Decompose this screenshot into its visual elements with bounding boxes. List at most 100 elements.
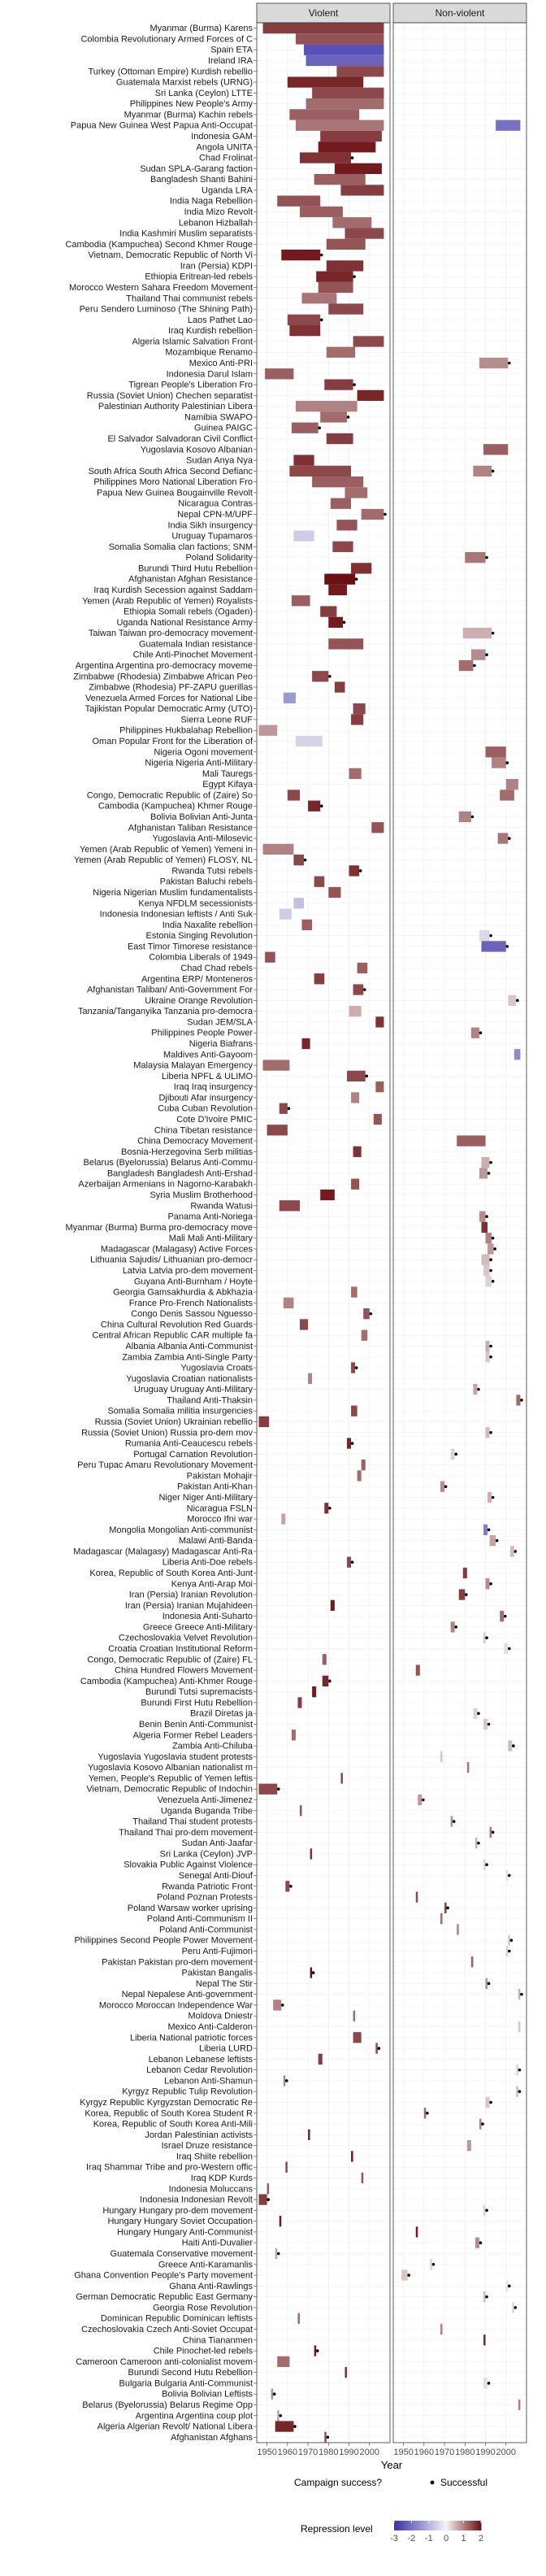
success-dot [384,512,387,516]
row-label: Russia (Soviet Union) Chechen separatist [87,391,253,401]
colorbar-step [479,2521,482,2530]
colorbar-step [405,2521,408,2530]
campaign-bar [418,1794,422,1806]
row-label: Georgia Gamsakhurdia & Abkhazia [113,1288,254,1298]
campaign-bar [462,1567,467,1579]
campaign-bar [289,109,360,120]
campaign-bar [505,1945,509,1957]
success-dot [377,2047,381,2050]
success-dot [303,858,307,862]
row-label: Hungary Hungary Soviet Occupation [107,2217,253,2226]
row-label: Iraq Kurdish rebellion [168,326,253,336]
campaign-bar [470,649,486,660]
colorbar-step [457,2521,460,2530]
row-label: Indonesia Indonesian Revolt [140,2195,253,2205]
campaign-bar [293,530,314,542]
row-label: Vietnam, Democratic Republic of North Vi [88,250,253,260]
campaign-bar [287,76,364,88]
row-label: Philippines Second People Power Movement [74,1936,253,1946]
success-dot [342,620,346,624]
row-label: Nigeria Nigerian Muslim fundamentalists [93,888,253,898]
campaign-bar [283,2075,286,2086]
row-label: Papua New Guinea West Papua Anti-Occupat [71,121,253,131]
colorbar-step [415,2521,418,2530]
campaign-bar [505,2280,509,2291]
colorbar-step [430,2521,432,2530]
colorbar-step [470,2521,473,2530]
success-dot [446,1906,449,1910]
campaign-bar [285,1881,290,1892]
colorbar-step [469,2521,472,2530]
success-dot [477,1387,480,1391]
row-label: Belarus (Byelorussia) Belarus Anti-Commu [84,1158,253,1168]
colorbar-step [441,2521,444,2530]
row-label: Philippines Moro National Liberation Fro [93,477,253,487]
campaign-bar [293,898,305,909]
row-label: Ireland IRA [208,56,254,66]
campaign-bar [361,1329,368,1341]
campaign-bar [357,962,368,974]
row-label: Uruguay Tupamaros [171,532,253,542]
success-dot [285,2079,288,2082]
campaign-bar [423,2108,427,2119]
campaign-bar [458,1589,466,1600]
campaign-bar [344,2367,348,2378]
row-label: Central African Republic CAR multiple fa [93,1331,254,1341]
row-label: India Naga Rebellion [170,197,253,207]
campaign-bar [322,1675,329,1686]
campaign-bar [483,1524,488,1535]
row-label: Jordan Palestinian activists [145,2130,253,2140]
success-dot [518,2068,522,2072]
campaign-bar [277,195,321,207]
row-label: Iran (Persia) Iranian Revolution [129,1590,253,1600]
success-dot [520,1992,523,1996]
row-label: Korea, Republic of South Korea Anti-Mili [93,2120,253,2130]
row-label: Mexico Anti-PRI [189,359,253,368]
row-label: Pakistan Mohajir [187,1471,254,1481]
campaign-bar [483,1718,488,1730]
campaign-bar [293,455,314,466]
row-label: Belarus (Byelorussia) Belarus Regime Opp [82,2400,253,2410]
row-label: Indonesia Darul Islam [167,369,253,379]
campaign-bar [306,54,384,67]
campaign-bar [375,2043,378,2054]
row-label: Dominican Republic Dominican leftists [101,2314,254,2324]
success-dot [491,1236,495,1240]
panel-background-nonviolent [393,23,526,2443]
row-label: Iraq Iraq insurgency [174,1082,254,1092]
row-label: Morocco Ifni war [187,1515,253,1525]
row-label: Russia (Soviet Union) Russia pro-dem mov [81,1428,253,1438]
success-dot [505,945,509,948]
campaign-bar [512,2302,514,2313]
legend-color-title: Repression level [301,2523,373,2535]
campaign-bar [316,271,353,282]
row-label: Philippines New People's Army [130,99,254,109]
x-tick-label: 1950 [257,2448,276,2457]
row-label: Lithuania Sajudis/ Lithuanian pro-democr [90,1255,253,1265]
success-dot [491,631,495,635]
campaign-bar [312,87,384,98]
campaign-bar [295,33,384,45]
campaign-bar [357,1470,362,1482]
campaign-bar [277,2356,290,2367]
campaign-bar [310,1848,313,1860]
row-label: Myanmar (Burma) Kachin rebels [124,110,254,120]
colorbar-step [433,2521,436,2530]
row-label: Yugoslavia Croatian nationalists [126,1374,253,1384]
campaign-bar [347,1070,366,1081]
campaign-bar [483,1632,486,1643]
row-label: Malaysia Malayan Emergency [133,1061,253,1071]
colorbar-step [452,2521,454,2530]
success-dot [422,1798,425,1802]
success-dot [444,1485,448,1489]
success-dot [311,1971,315,1974]
legend-success-label: Successful [440,2477,488,2488]
row-label: Guyana Anti-Burnham / Hoyte [134,1277,253,1286]
campaign-bar [483,2291,486,2303]
campaign-bar [301,1038,310,1050]
row-label: Nigeria Nigeria Anti-Military [145,759,253,768]
campaign-bar [347,1556,352,1568]
campaign-bar [334,163,382,174]
row-label: Azerbaijan Armenians in Nagorno-Karabakh [78,1180,253,1190]
row-label: Madagascar (Malagasy) Active Forces [101,1244,254,1254]
